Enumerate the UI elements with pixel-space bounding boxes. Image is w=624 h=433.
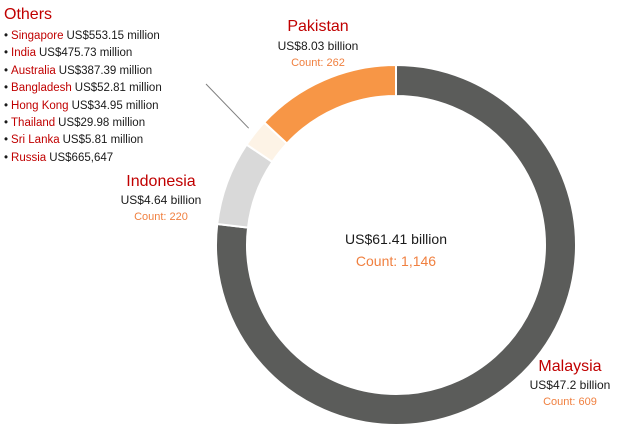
bullet-icon: • [4, 151, 9, 164]
pakistan-count: Count: 262 [291, 57, 345, 69]
bullet-icon: • [4, 82, 9, 95]
others-item-amount: US$5.81 million [62, 134, 144, 147]
others-item-country: Thailand [11, 117, 56, 130]
others-item-amount: US$553.15 million [66, 30, 160, 42]
others-item-country: India [11, 47, 36, 60]
others-item-amount: US$29.98 million [58, 117, 146, 130]
bullet-icon: • [4, 30, 9, 42]
pakistan-amount: US$8.03 billion [277, 39, 359, 53]
others-legend: Others • Singapore US$553.15 million • India… [4, 6, 162, 167]
bullet-icon: • [4, 64, 9, 77]
slice-malaysia [215, 63, 577, 426]
label-malaysia: Malaysia US$47.2 billion Count: 609 [520, 358, 620, 408]
others-item: • Russia US$665,647 [4, 150, 162, 167]
others-item: • Australia US$387.39 million [4, 63, 162, 80]
others-item: • Bangladesh US$52.81 million [4, 80, 162, 97]
center-amount: US$61.41 billion [345, 231, 447, 247]
others-leader-line [205, 83, 250, 129]
others-item-amount: US$34.95 million [71, 99, 159, 112]
others-item: • Hong Kong US$34.95 million [4, 98, 162, 115]
others-item-country: Bangladesh [11, 82, 72, 95]
others-item-country: Hong Kong [11, 99, 69, 112]
bullet-icon: • [4, 99, 9, 112]
others-item-amount: US$475.73 million [38, 47, 133, 60]
others-item-country: Singapore [11, 30, 64, 42]
center-count: Count: 1,146 [355, 253, 437, 269]
label-pakistan: Pakistan US$8.03 billion Count: 262 [268, 18, 368, 69]
bullet-icon: • [4, 117, 9, 130]
others-item-country: Sri Lanka [11, 134, 60, 147]
others-item-amount: US$387.39 million [58, 64, 153, 77]
others-list: • Singapore US$553.15 million • India US$475.… [4, 28, 162, 167]
pakistan-name: Pakistan [287, 18, 349, 35]
others-item-amount: US$52.81 million [74, 82, 162, 95]
others-item: • India US$475.73 million [4, 45, 162, 62]
others-item-amount: US$665,647 [49, 151, 114, 164]
others-item-country: Australia [11, 64, 56, 77]
bullet-icon: • [4, 47, 9, 60]
slice-pakistan [262, 63, 397, 145]
indonesia-amount: US$4.64 billion [120, 193, 202, 207]
label-indonesia: Indonesia US$4.64 billion Count: 220 [111, 173, 211, 223]
others-item: • Thailand US$29.98 million [4, 115, 162, 132]
malaysia-name: Malaysia [538, 358, 602, 375]
center-label: US$61.41 billion Count: 1,146 [331, 231, 461, 269]
others-title: Others [4, 6, 53, 23]
others-item: • Sri Lanka US$5.81 million [4, 132, 162, 149]
others-item: • Singapore US$553.15 million [4, 28, 162, 45]
malaysia-amount: US$47.2 billion [529, 378, 611, 392]
indonesia-count: Count: 220 [134, 211, 188, 223]
malaysia-count: Count: 609 [543, 396, 597, 408]
indonesia-name: Indonesia [126, 173, 196, 190]
bullet-icon: • [4, 134, 9, 147]
others-item-country: Russia [11, 151, 47, 164]
